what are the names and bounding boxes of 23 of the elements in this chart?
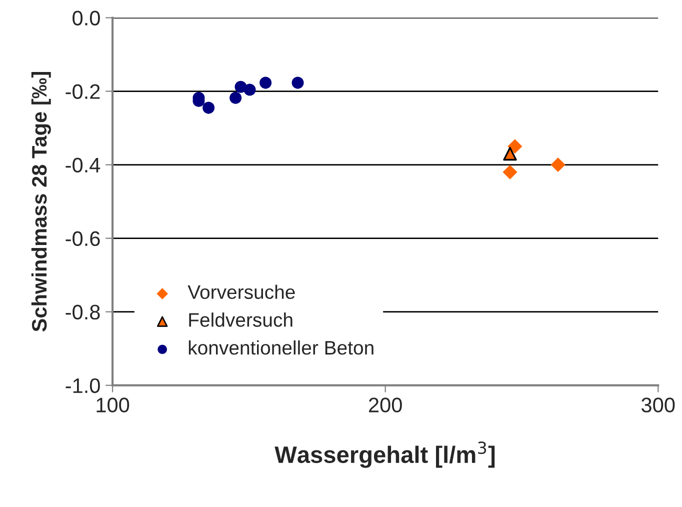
y-tick-label: -0.2 — [66, 84, 100, 100]
legend-label: Vorversuche — [188, 284, 295, 299]
point — [202, 102, 215, 114]
y-tick-label: -0.6 — [66, 231, 100, 246]
y-tick-label: -0.8 — [66, 304, 100, 320]
point — [230, 92, 242, 104]
point — [292, 76, 304, 89]
y-axis-title: Schwindmass 28 Tage [‰] — [31, 72, 51, 332]
point — [508, 139, 522, 154]
point — [550, 157, 566, 172]
point — [260, 76, 272, 89]
y-tick-label: -0.4 — [66, 158, 100, 173]
point — [244, 84, 256, 96]
x-tick-label: 100 — [96, 398, 130, 412]
x-tick-label: 300 — [642, 398, 675, 412]
legend-label: Feldversuch — [189, 312, 292, 327]
x-tick-label: 200 — [369, 398, 402, 412]
point — [503, 146, 517, 161]
y-tick-label: 0.0 — [72, 10, 100, 26]
y-tick-label: -1.0 — [66, 378, 100, 394]
point — [502, 164, 518, 180]
legend-label: konventioneller Beton — [188, 340, 374, 355]
x-axis-title: Wassergehalt [l/m$^{3}$] — [274, 442, 495, 468]
